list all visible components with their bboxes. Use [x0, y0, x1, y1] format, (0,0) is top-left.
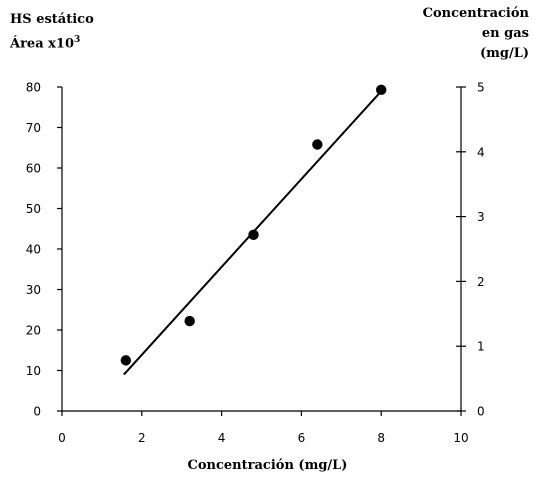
- left-y-tick-label: 60: [26, 162, 41, 176]
- right-y-tick-label: 4: [477, 145, 485, 159]
- x-axis-label: Concentración (mg/L): [187, 458, 348, 473]
- left-y-tick-label: 30: [26, 283, 41, 297]
- right-y-tick-label: 1: [477, 340, 485, 354]
- axes: 0 2 4 6 8 10 0 10 20 30 40 50 60 70 80 0 1 2 3 4 5: [26, 81, 485, 446]
- data-points: [120, 84, 387, 366]
- left-y-tick-label: 10: [26, 364, 41, 378]
- right-y-tick-label: 0: [477, 405, 485, 419]
- data-point: [376, 84, 387, 96]
- x-tick-label: 4: [218, 431, 226, 445]
- left-y-axis-label-exponent: 3: [74, 35, 81, 45]
- left-y-tick-label: 20: [26, 324, 41, 338]
- left-y-axis-label-line2: Área x103: [10, 30, 94, 54]
- x-tick-label: 0: [58, 431, 66, 445]
- right-y-tick-label: 5: [477, 81, 485, 95]
- x-tick-label: 2: [138, 431, 146, 445]
- right-y-tick-label: 3: [477, 210, 485, 224]
- left-y-axis-label-line1: HS estático: [10, 12, 94, 27]
- x-tick-label: 10: [453, 431, 468, 445]
- data-point: [120, 355, 132, 366]
- data-point: [184, 315, 195, 327]
- right-y-axis-label: Concentración en gas (mg/L): [423, 4, 529, 64]
- left-y-tick-label: 40: [26, 243, 41, 257]
- x-tick-label: 6: [298, 431, 306, 445]
- data-point: [312, 139, 323, 150]
- left-y-tick-label: 70: [26, 121, 41, 135]
- left-y-tick-label: 50: [26, 202, 41, 216]
- left-y-tick-label: 80: [26, 81, 41, 95]
- x-tick-label: 8: [377, 431, 385, 445]
- left-y-tick-label: 0: [33, 405, 41, 419]
- right-y-axis-label-line3: (mg/L): [479, 46, 529, 61]
- right-y-tick-label: 2: [477, 275, 485, 289]
- right-y-axis-label-line2: en gas: [481, 26, 529, 41]
- left-y-axis-label-base: Área x10: [10, 36, 74, 52]
- data-point: [248, 229, 259, 241]
- left-y-axis-label: HS estático Área x103: [10, 10, 94, 54]
- right-y-axis-label-line1: Concentración: [422, 6, 529, 21]
